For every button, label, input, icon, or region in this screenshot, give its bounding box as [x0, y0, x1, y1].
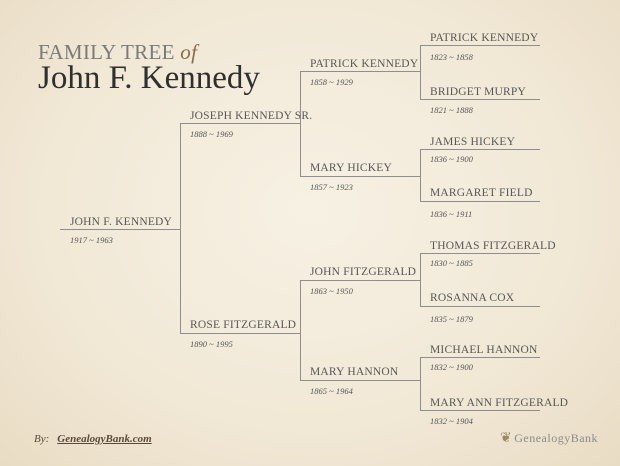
subject-name: JOHN F. KENNEDY: [70, 216, 173, 228]
great-grandparent-name: MICHAEL HANNON: [430, 344, 538, 356]
connector-line: [300, 71, 301, 177]
connector-line: [300, 176, 420, 177]
grandparent-dates: 1857 ~ 1923: [310, 182, 353, 192]
grandparent-name: JOHN FITZGERALD: [310, 266, 417, 278]
grandparent-dates: 1865 ~ 1964: [310, 386, 353, 396]
connector-line: [180, 123, 300, 124]
connector-line: [420, 149, 540, 150]
great-grandparent-dates: 1835 ~ 1879: [430, 314, 473, 324]
grandparent-dates: 1863 ~ 1950: [310, 286, 353, 296]
great-grandparent-name: PATRICK KENNEDY: [430, 32, 539, 44]
great-grandparent-dates: 1832 ~ 1900: [430, 362, 473, 372]
brand-logo: ❦ GenealogyBank: [500, 431, 599, 446]
connector-line: [420, 410, 540, 411]
connector-line: [420, 149, 421, 202]
great-grandparent-name: JAMES HICKEY: [430, 136, 516, 148]
connector-line: [420, 357, 540, 358]
page-title: John F. Kennedy: [38, 60, 260, 96]
parent-dates: 1888 ~ 1969: [190, 129, 233, 139]
title-prefix: FAMILY TREE of: [38, 40, 198, 64]
parent-dates: 1890 ~ 1995: [190, 339, 233, 349]
grandparent-name: PATRICK KENNEDY: [310, 58, 419, 70]
connector-line: [60, 229, 180, 230]
connector-line: [420, 201, 540, 202]
connector-line: [420, 306, 540, 307]
great-grandparent-dates: 1836 ~ 1911: [430, 209, 473, 219]
great-grandparent-name: BRIDGET MURPY: [430, 86, 526, 98]
great-grandparent-dates: 1823 ~ 1858: [430, 52, 473, 62]
connector-line: [420, 253, 540, 254]
subject-dates: 1917 ~ 1963: [70, 235, 113, 245]
connector-line: [300, 71, 420, 72]
site-link[interactable]: GenealogyBank.com: [57, 433, 152, 445]
great-grandparent-name: MARY ANN FITZGERALD: [430, 397, 569, 409]
connector-line: [420, 253, 421, 307]
parent-name: ROSE FITZGERALD: [190, 319, 297, 331]
great-grandparent-dates: 1821 ~ 1888: [430, 105, 473, 115]
connector-line: [300, 380, 420, 381]
connector-line: [300, 280, 420, 281]
leaf-icon: ❦: [500, 431, 513, 446]
connector-line: [420, 45, 540, 46]
great-grandparent-name: MARGARET FIELD: [430, 187, 533, 199]
great-grandparent-dates: 1832 ~ 1904: [430, 416, 473, 426]
great-grandparent-dates: 1836 ~ 1900: [430, 154, 473, 164]
great-grandparent-name: THOMAS FITZGERALD: [430, 240, 556, 252]
grandparent-name: MARY HANNON: [310, 366, 399, 378]
connector-line: [420, 99, 540, 100]
grandparent-dates: 1858 ~ 1929: [310, 77, 353, 87]
connector-line: [180, 333, 300, 334]
connector-line: [300, 280, 301, 381]
great-grandparent-dates: 1830 ~ 1885: [430, 258, 473, 268]
connector-line: [420, 45, 421, 100]
parent-name: JOSEPH KENNEDY SR.: [190, 110, 313, 122]
great-grandparent-name: ROSANNA COX: [430, 292, 515, 304]
connector-line: [420, 357, 421, 411]
connector-line: [180, 123, 181, 334]
footer-credit: By: GenealogyBank.com: [34, 433, 152, 445]
grandparent-name: MARY HICKEY: [310, 162, 392, 174]
